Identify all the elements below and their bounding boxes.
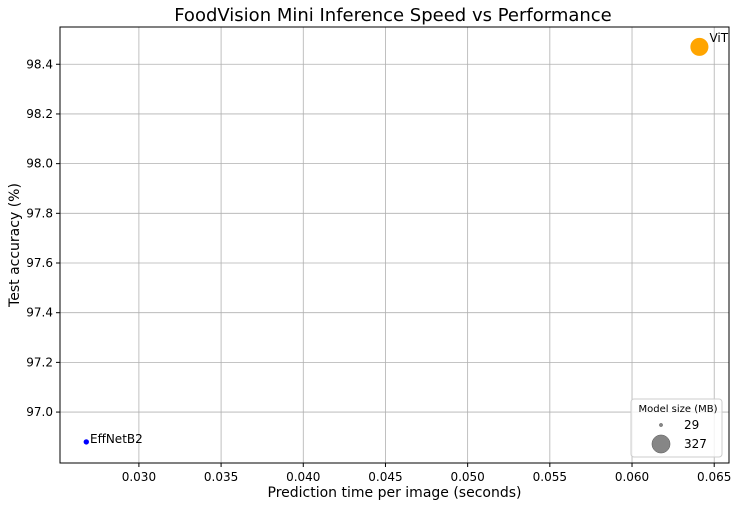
y-tick-label: 98.4 xyxy=(26,57,53,71)
y-tick-label: 98.0 xyxy=(26,157,53,171)
y-tick-label: 97.2 xyxy=(26,355,53,369)
x-tick-label: 0.035 xyxy=(204,470,238,484)
x-axis-label: Prediction time per image (seconds) xyxy=(268,485,522,501)
x-tick-label: 0.055 xyxy=(533,470,567,484)
plot-area-frame xyxy=(59,26,730,464)
data-point-effnetb2 xyxy=(83,439,89,445)
x-axis-ticks: 0.030 0.035 0.040 0.045 0.050 0.055 0.060 0.065 xyxy=(122,463,731,484)
data-point-label: ViT xyxy=(709,31,728,45)
y-tick-label: 97.4 xyxy=(26,306,53,320)
x-tick-label: 0.050 xyxy=(450,470,484,484)
x-tick-label: 0.065 xyxy=(697,470,731,484)
x-tick-label: 0.045 xyxy=(368,470,402,484)
y-tick-label: 98.2 xyxy=(26,107,53,121)
y-tick-label: 97.6 xyxy=(26,256,53,270)
chart-title: FoodVision Mini Inference Speed vs Perfo… xyxy=(174,5,612,26)
legend-label-large: 327 xyxy=(684,437,707,451)
data-point-label: EffNetB2 xyxy=(90,432,143,446)
grid-lines xyxy=(60,27,729,463)
legend-marker-small xyxy=(659,423,663,427)
y-tick-label: 97.0 xyxy=(26,405,53,419)
legend-title: Model size (MB) xyxy=(638,404,717,415)
legend: Model size (MB) 29 327 xyxy=(630,398,723,458)
y-axis-label: Test accuracy (%) xyxy=(7,183,23,308)
legend-label-small: 29 xyxy=(684,418,699,432)
x-tick-label: 0.040 xyxy=(286,470,320,484)
data-point-vit xyxy=(690,37,709,56)
x-tick-label: 0.060 xyxy=(615,470,649,484)
y-tick-label: 97.8 xyxy=(26,206,53,220)
data-points: EffNetB2 ViT xyxy=(83,31,729,446)
x-tick-label: 0.030 xyxy=(122,470,156,484)
y-axis-ticks: 97.0 97.2 97.4 97.6 97.8 98.0 98.2 98.4 xyxy=(26,57,60,419)
legend-marker-large xyxy=(651,434,671,454)
